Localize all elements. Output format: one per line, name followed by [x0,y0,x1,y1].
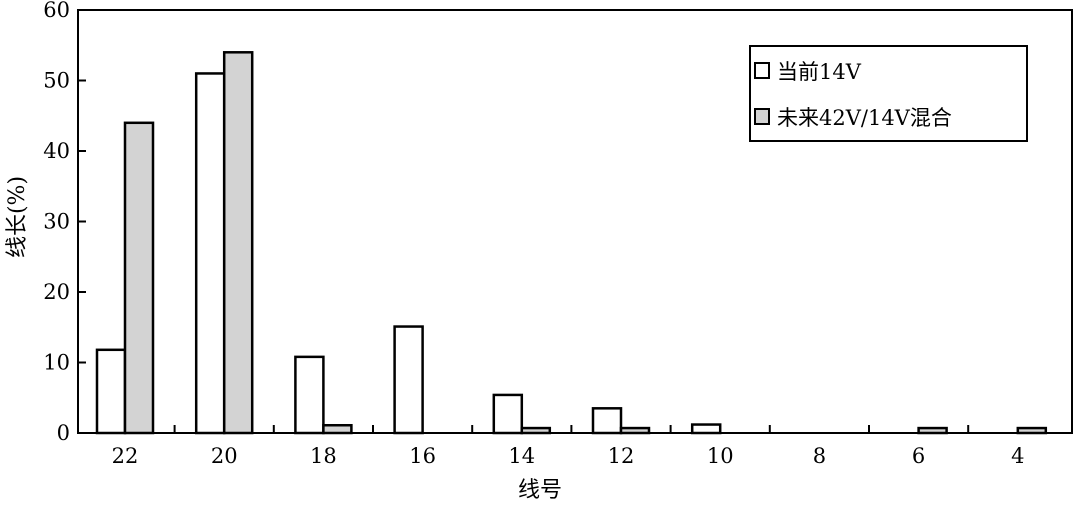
y-tick-label: 60 [43,0,70,22]
ticks-group: 0 10 20 30 40 50 60 22 20 18 16 14 12 10 8 6 4 [43,0,1024,468]
legend-label-future-42v-14v: 未来42V/14V混合 [777,106,952,130]
x-axis-title: 线号 [518,478,562,503]
y-tick-label: 0 [57,421,70,445]
bar-current-14v-14 [492,393,524,435]
x-tick-label: 18 [310,444,337,468]
legend-box [749,45,1028,142]
bar-future-42v-14v-18 [322,423,353,435]
legend: 当前14V 未来42V/14V混合 [749,45,1028,142]
y-tick-label: 10 [43,351,70,375]
x-tick-label: 20 [211,444,238,468]
x-tick-label: 4 [1011,444,1024,468]
x-tick-label: 6 [912,444,925,468]
bar-current-14v-12 [591,407,623,435]
x-tick-label: 10 [707,444,734,468]
bar-current-14v-16 [393,325,424,435]
legend-swatch-future-42v-14v [754,108,770,125]
legend-label-current-14v: 当前14V [777,60,862,84]
legend-swatch-current-14v [754,62,770,79]
bars-group [95,51,1048,435]
y-tick-label: 20 [43,280,70,304]
y-tick-label: 40 [43,139,70,163]
y-tick-label: 50 [43,69,70,93]
bar-future-42v-14v-22 [123,121,155,435]
bar-current-14v-22 [95,348,127,435]
x-tick-label: 8 [813,444,826,468]
x-tick-label: 14 [508,444,535,468]
y-axis-title: 线长(%) [5,176,30,258]
bar-current-14v-10 [690,423,722,435]
x-tick-label: 12 [608,444,635,468]
x-tick-label: 22 [112,444,139,468]
y-tick-label: 30 [43,210,70,234]
bar-future-42v-14v-20 [222,51,254,435]
bar-current-14v-20 [194,72,226,435]
bar-current-14v-18 [294,355,325,435]
x-tick-label: 16 [409,444,436,468]
